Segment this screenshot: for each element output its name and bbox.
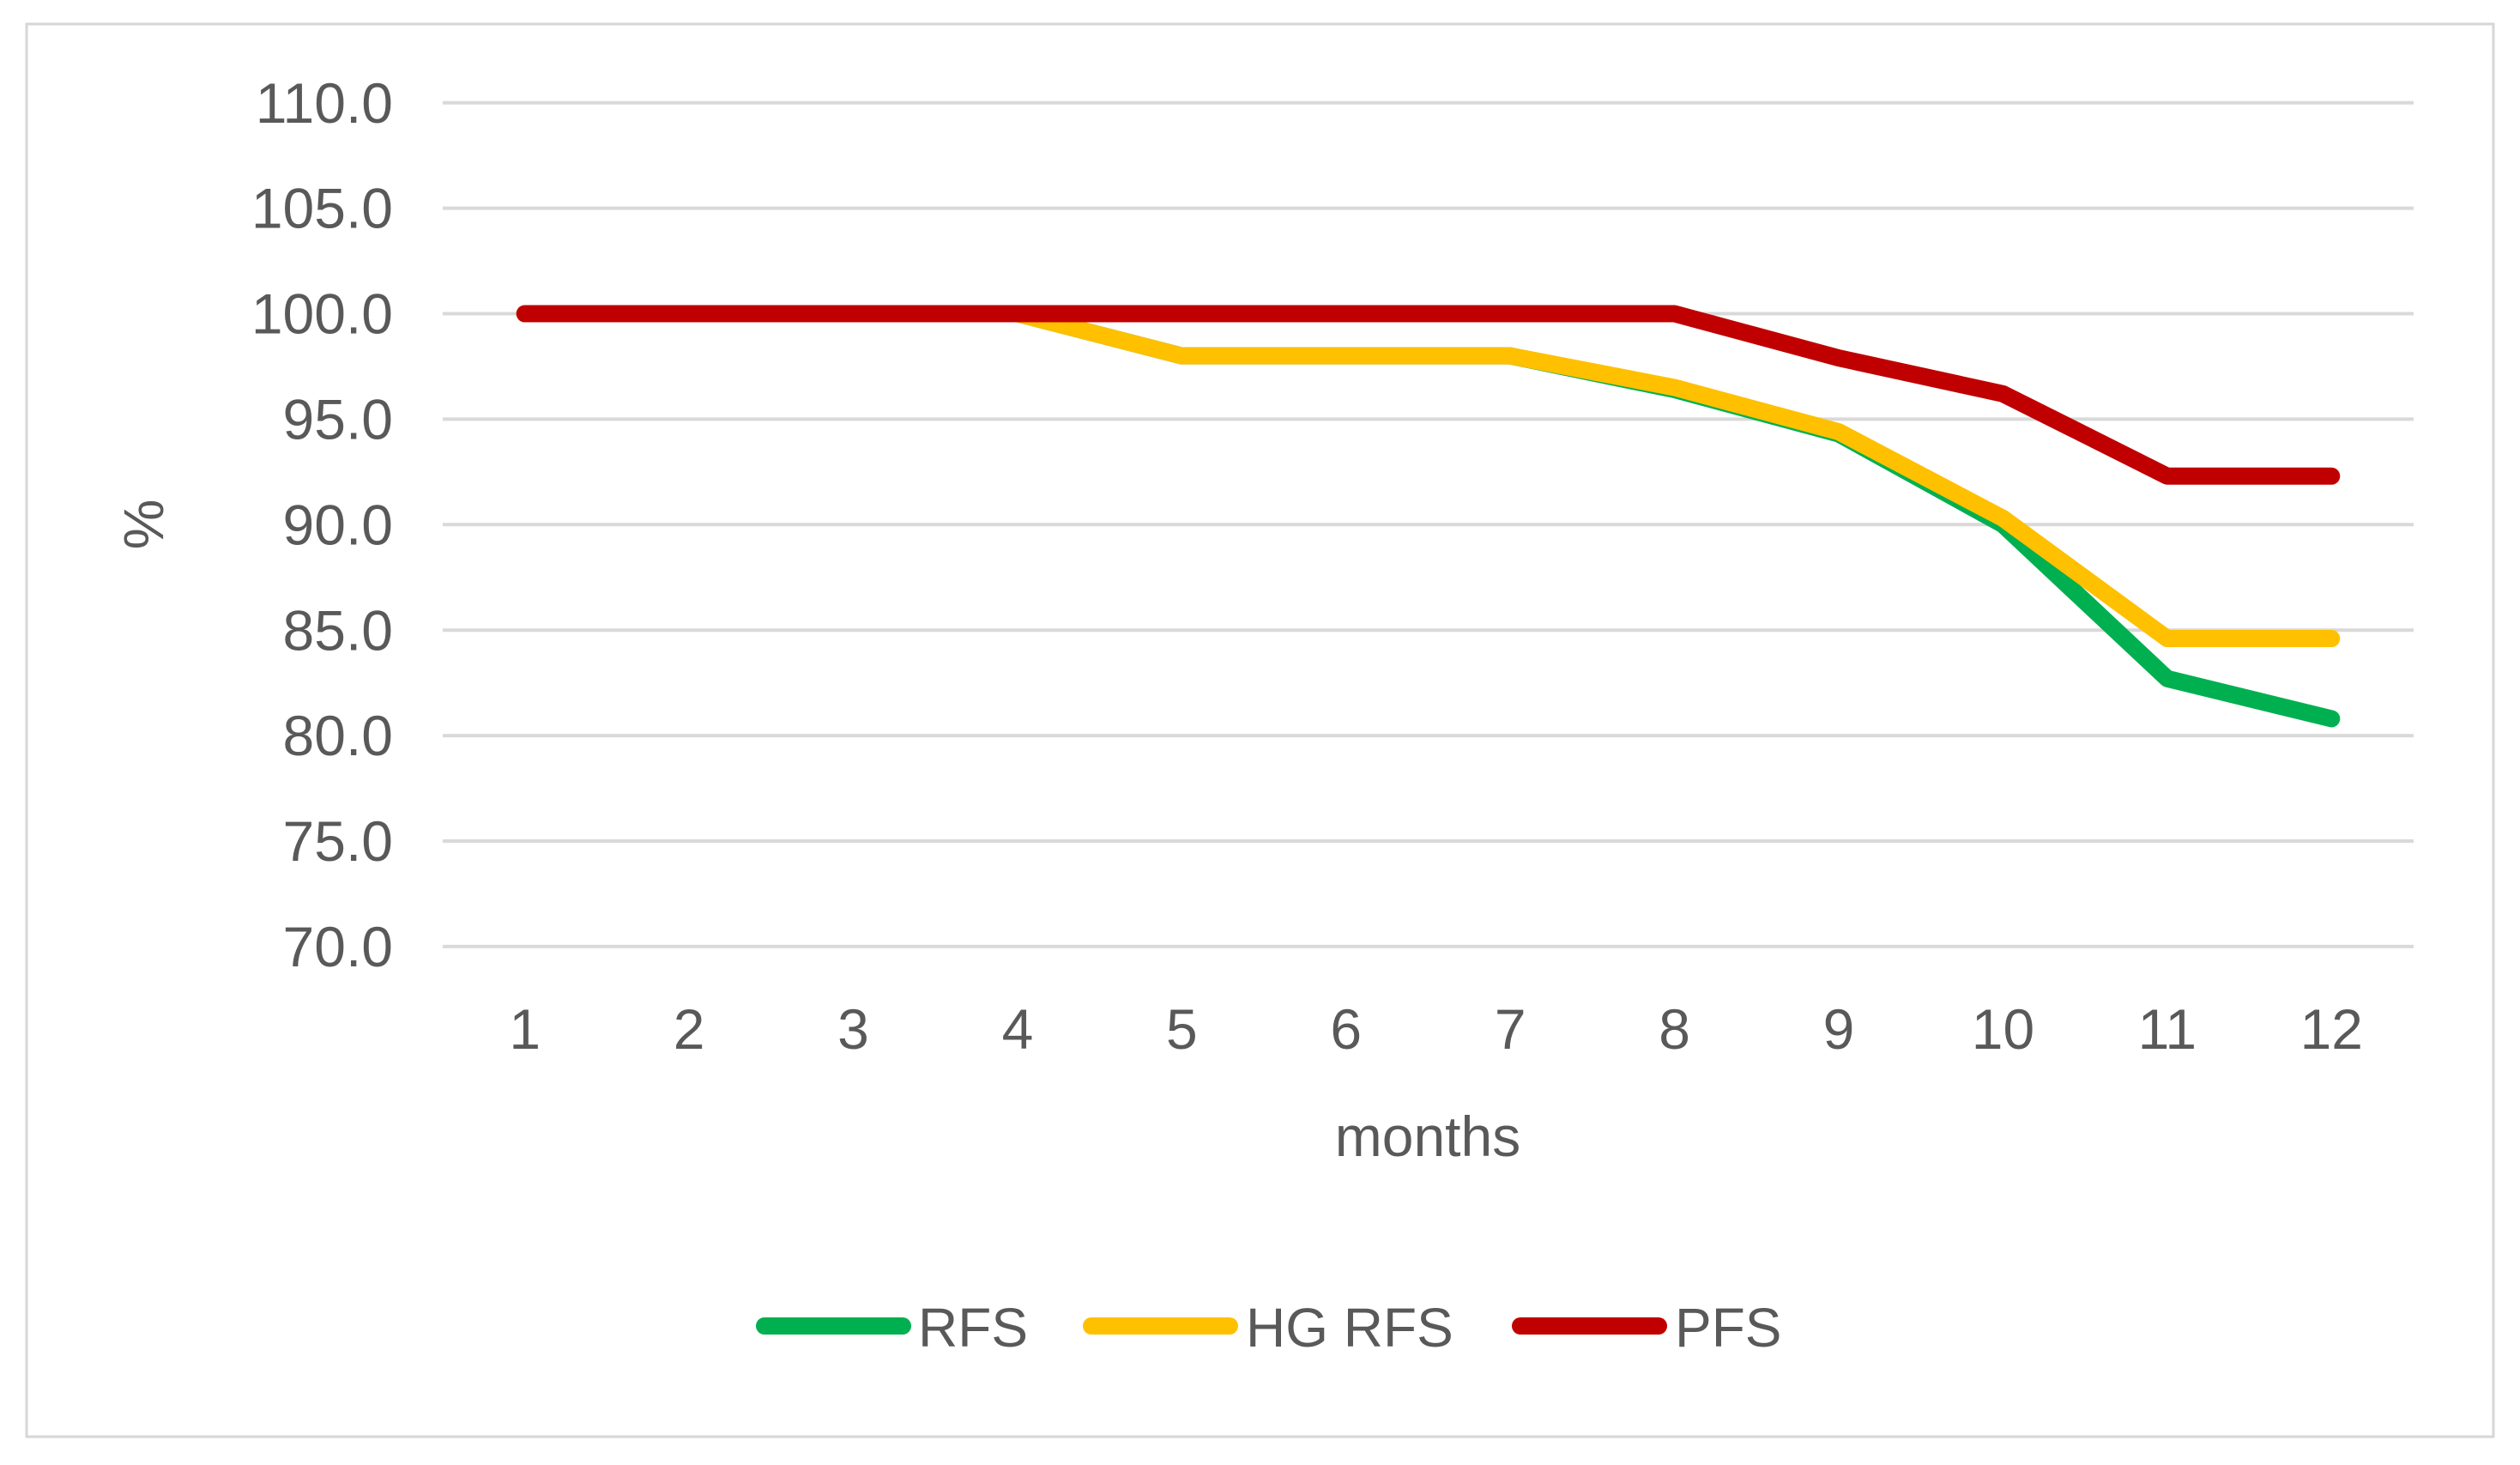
legend-item-pfs: PFS [1512,1297,1781,1359]
y-tick-label: 80.0 [283,704,393,767]
x-tick-label: 1 [509,997,541,1061]
x-tick-label: 4 [1002,997,1034,1061]
x-tick-label: 6 [1330,997,1362,1061]
series-line-rfs [516,305,2341,728]
x-tick-label: 9 [1823,997,1855,1061]
x-axis-title: months [1335,1105,1520,1168]
x-tick-label: 11 [2138,997,2197,1061]
y-tick-label: 105.0 [251,177,393,240]
x-tick-label: 2 [674,997,705,1061]
series-line-pfs [516,305,2341,485]
legend-label-pfs: PFS [1675,1297,1781,1359]
x-tick-label: 7 [1495,997,1526,1061]
y-tick-label: 100.0 [251,282,393,346]
legend: RFS HG RFS PFS [756,1297,1781,1359]
figure-border [25,22,2495,1438]
y-tick-label: 85.0 [283,598,393,662]
gridlines [443,100,2414,948]
legend-label-hg-rfs: HG RFS [1246,1297,1453,1359]
series-lines [516,305,2341,728]
legend-label-rfs: RFS [918,1297,1028,1359]
y-axis-title: % [112,499,175,550]
y-tick-label: 110.0 [256,71,393,135]
x-axis-tick-labels: 1 2 3 4 5 6 7 8 9 10 11 12 [509,997,2363,1061]
x-tick-label: 5 [1166,997,1198,1061]
x-tick-label: 8 [1659,997,1690,1061]
y-tick-label: 70.0 [283,915,393,978]
legend-item-hg-rfs: HG RFS [1083,1297,1453,1359]
legend-item-rfs: RFS [756,1297,1028,1359]
y-tick-label: 90.0 [283,493,393,556]
x-tick-label: 12 [2300,997,2363,1061]
y-axis-tick-labels: 110.0 105.0 100.0 95.0 90.0 85.0 80.0 75.0 70.0 [251,71,393,978]
x-tick-label: 3 [837,997,869,1061]
x-tick-label: 10 [1972,997,2034,1061]
y-tick-label: 75.0 [283,809,393,873]
y-tick-label: 95.0 [283,388,393,451]
